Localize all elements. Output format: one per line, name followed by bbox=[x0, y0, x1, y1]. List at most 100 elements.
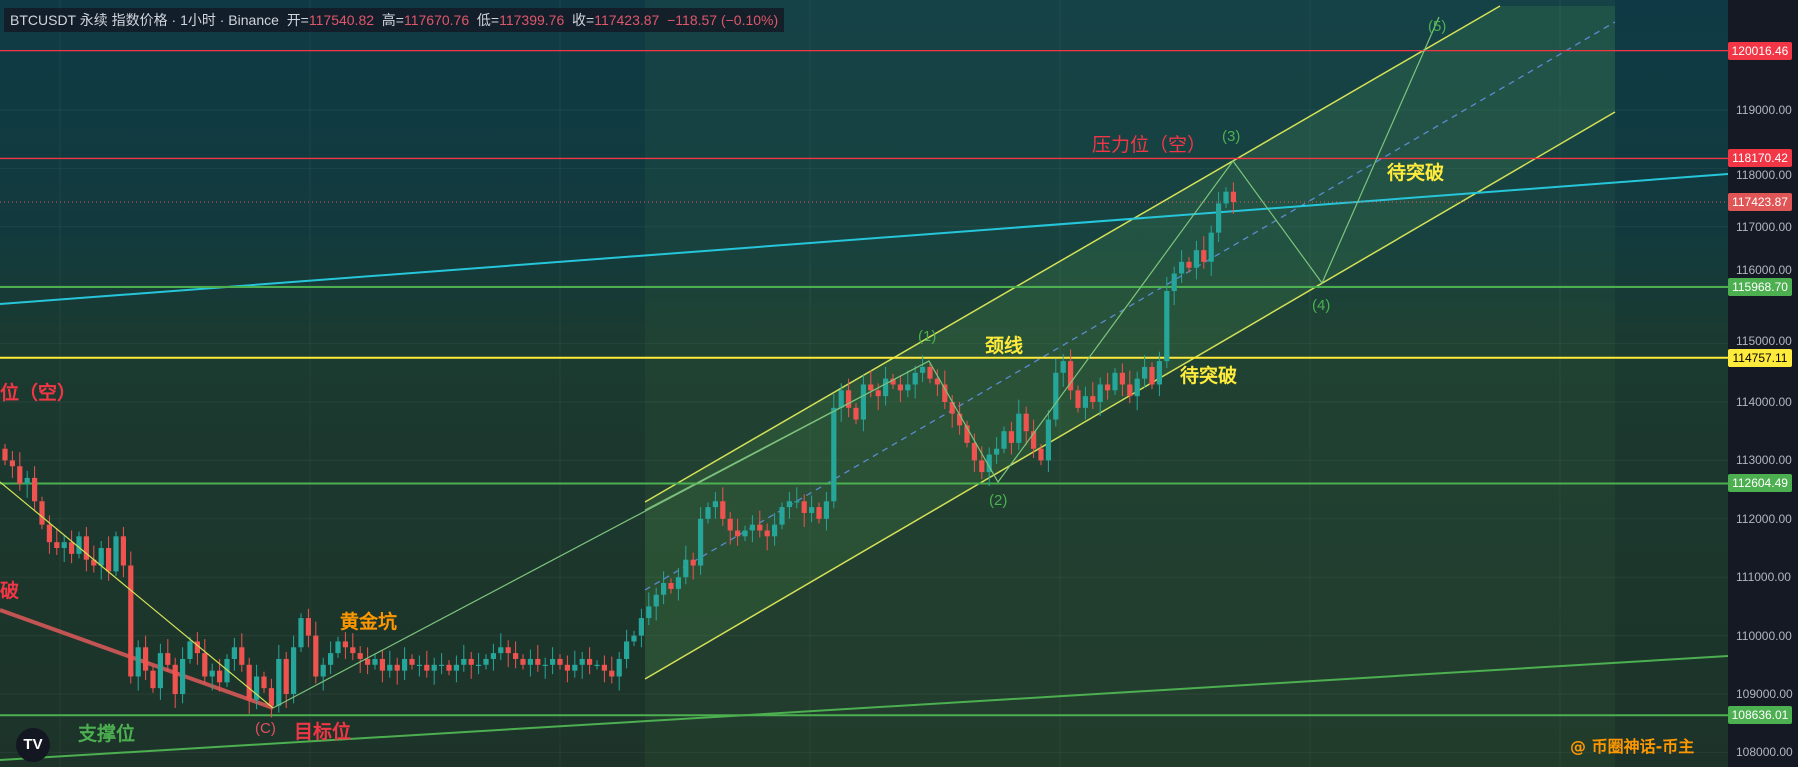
candle-body bbox=[379, 658, 385, 671]
candle-body bbox=[98, 548, 104, 566]
candle-body bbox=[128, 565, 134, 677]
price-tag-support: 115968.70 bbox=[1728, 278, 1792, 297]
candle-body bbox=[868, 384, 874, 391]
candle-body bbox=[994, 448, 1000, 455]
candle-body bbox=[1082, 396, 1088, 408]
candle-body bbox=[720, 501, 726, 519]
candle-body bbox=[157, 653, 163, 689]
candle-body bbox=[1164, 291, 1170, 362]
price-tag-support: 112604.49 bbox=[1728, 474, 1792, 493]
candle-body bbox=[601, 664, 607, 671]
candle-body bbox=[897, 384, 903, 391]
channel-fill bbox=[645, 6, 1615, 679]
abc-wave-line bbox=[0, 481, 274, 709]
change-value: −118.57 (−0.10%) bbox=[667, 12, 779, 28]
wave-1-label: (1) bbox=[918, 328, 937, 345]
candle-body bbox=[653, 594, 659, 607]
price-tick-label: 110000.00 bbox=[1736, 628, 1792, 643]
resistance-partial-label: 位（空） bbox=[0, 382, 77, 404]
open-label: 开= bbox=[286, 12, 309, 28]
candle-body bbox=[690, 559, 696, 566]
candle-body bbox=[17, 466, 23, 484]
candle-body bbox=[416, 664, 422, 666]
candle-body bbox=[143, 647, 149, 671]
candle-body bbox=[705, 507, 711, 519]
candle-body bbox=[357, 653, 363, 659]
candle-body bbox=[39, 501, 45, 525]
candle-body bbox=[942, 384, 948, 402]
high-label: 高= bbox=[381, 12, 404, 28]
candle-body bbox=[439, 664, 445, 666]
candle-body bbox=[550, 658, 556, 665]
close-value: 117423.87 bbox=[594, 12, 660, 28]
channel-upper-line bbox=[644, 5, 1501, 503]
candle-body bbox=[1112, 372, 1118, 391]
symbol-info[interactable]: BTCUSDT 永续 指数价格 · 1小时 · Binance bbox=[10, 12, 279, 28]
candle-body bbox=[1127, 384, 1133, 397]
candle-body bbox=[187, 641, 193, 659]
candle-body bbox=[646, 606, 652, 619]
candle-body bbox=[202, 653, 208, 677]
price-tick-label: 116000.00 bbox=[1736, 263, 1792, 278]
candle-body bbox=[505, 647, 511, 654]
candle-body bbox=[498, 647, 504, 654]
candle-body bbox=[490, 653, 496, 659]
price-tag-neckline: 114757.11 bbox=[1728, 348, 1792, 367]
candle-body bbox=[698, 518, 704, 566]
target-label: 目标位 bbox=[294, 721, 352, 743]
candle-body bbox=[979, 460, 985, 473]
candle-body bbox=[483, 658, 489, 665]
price-tag-resistance: 120016.46 bbox=[1728, 41, 1792, 60]
candle-body bbox=[542, 664, 548, 666]
candle-body bbox=[372, 658, 378, 665]
candle-body bbox=[1216, 203, 1222, 233]
candle-body bbox=[557, 658, 563, 665]
candle-body bbox=[172, 664, 178, 694]
candle-body bbox=[527, 658, 533, 665]
candle-body bbox=[1038, 448, 1044, 461]
candle-body bbox=[1134, 378, 1140, 397]
candle-body bbox=[24, 477, 30, 484]
candle-body bbox=[875, 390, 881, 397]
candle-body bbox=[135, 647, 141, 677]
candle-body bbox=[986, 454, 992, 473]
candle-body bbox=[1031, 431, 1037, 449]
candle-body bbox=[957, 413, 963, 426]
price-axis[interactable] bbox=[1728, 0, 1798, 767]
tradingview-logo[interactable]: TV bbox=[16, 728, 50, 762]
candle-body bbox=[305, 618, 311, 636]
price-tick-label: 118000.00 bbox=[1736, 168, 1792, 183]
candle-body bbox=[1223, 191, 1229, 204]
candle-body bbox=[180, 658, 186, 694]
low-value: 117399.76 bbox=[499, 12, 565, 28]
candle-body bbox=[32, 477, 38, 502]
candle-body bbox=[1016, 413, 1022, 443]
candle-body bbox=[675, 577, 681, 589]
symbol-header: BTCUSDT 永续 指数价格 · 1小时 · Binance 开=117540… bbox=[4, 8, 785, 32]
candle-body bbox=[350, 647, 356, 654]
candle-body bbox=[624, 641, 630, 659]
candle-body bbox=[661, 583, 667, 595]
candle-body bbox=[342, 641, 348, 648]
close-label: 收= bbox=[572, 12, 595, 28]
price-tick-label: 117000.00 bbox=[1736, 219, 1792, 234]
candle-body bbox=[801, 501, 807, 513]
wave-3-label: (3) bbox=[1222, 128, 1241, 145]
candle-body bbox=[735, 530, 741, 537]
candle-body bbox=[409, 658, 415, 665]
candle-body bbox=[69, 542, 75, 554]
candle-body bbox=[217, 670, 223, 683]
candle-body bbox=[1193, 250, 1199, 268]
candle-body bbox=[579, 658, 585, 665]
pending-break-upper-label: 待突破 bbox=[1387, 162, 1445, 184]
candle-body bbox=[1201, 250, 1207, 262]
candle-body bbox=[387, 664, 393, 671]
price-tick-label: 115000.00 bbox=[1736, 333, 1792, 348]
candle-body bbox=[91, 559, 97, 566]
chart-plot-area[interactable] bbox=[0, 0, 1728, 767]
candle-body bbox=[912, 372, 918, 385]
wave-4-label: (4) bbox=[1312, 297, 1331, 314]
candle-body bbox=[106, 548, 112, 572]
candle-body bbox=[1142, 366, 1148, 379]
candle-body bbox=[564, 664, 570, 671]
